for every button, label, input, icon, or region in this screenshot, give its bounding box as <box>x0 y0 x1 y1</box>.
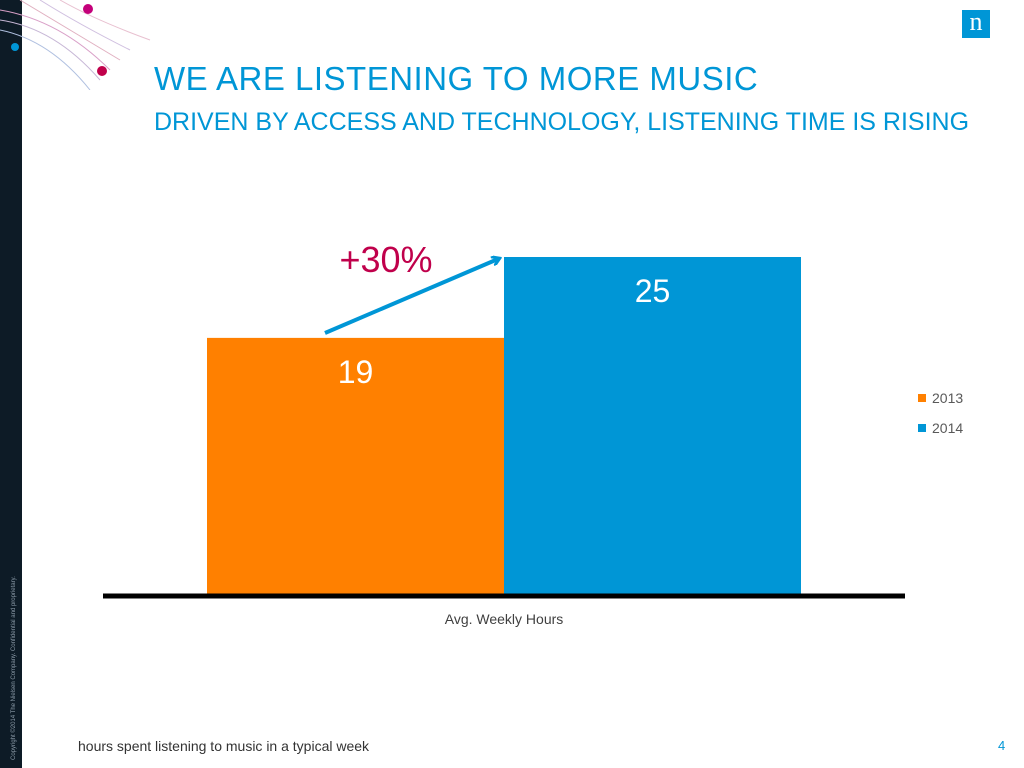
slide-title: WE ARE LISTENING TO MORE MUSIC <box>154 60 759 97</box>
decor-dot <box>11 43 19 51</box>
bar-2013 <box>207 337 504 594</box>
footer-note: hours spent listening to music in a typi… <box>78 738 370 754</box>
data-label-2013: 19 <box>338 354 374 390</box>
decorative-arcs <box>0 0 151 90</box>
legend-item-2014: 2014 <box>918 413 963 443</box>
left-decorative-band <box>0 0 22 768</box>
trend-arrow-icon <box>324 259 498 335</box>
legend-label: 2014 <box>932 420 964 436</box>
decor-dot <box>97 66 107 76</box>
page-number: 4 <box>998 738 1006 753</box>
legend-swatch <box>918 424 926 432</box>
chart-legend: 2013 2014 <box>918 383 963 443</box>
legend-item-2013: 2013 <box>918 383 963 413</box>
data-label-2014: 25 <box>635 273 671 309</box>
bar-2014 <box>504 257 801 594</box>
nielsen-logo-icon: n <box>962 9 990 38</box>
change-annotation: +30% <box>339 239 432 280</box>
decor-dot <box>83 4 93 14</box>
slide-subtitle: DRIVEN BY ACCESS AND TECHNOLOGY, LISTENI… <box>154 108 970 136</box>
legend-swatch <box>918 394 926 402</box>
x-axis-label: Avg. Weekly Hours <box>445 611 564 627</box>
legend-label: 2013 <box>932 390 964 406</box>
